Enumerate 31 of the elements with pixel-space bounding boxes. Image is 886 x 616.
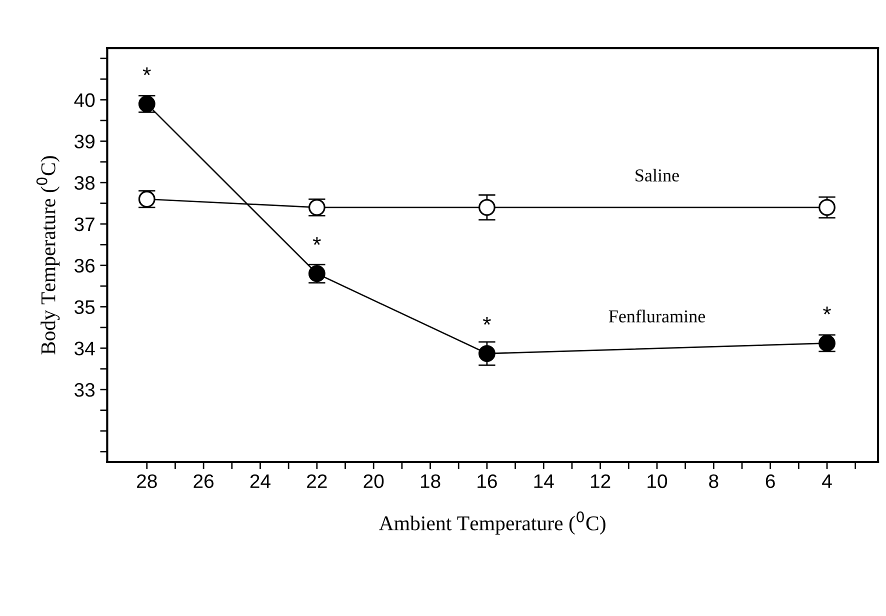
x-tick-label: 28: [137, 474, 157, 488]
y-tick-label: 37: [74, 217, 94, 232]
x-tick-label: 8: [709, 474, 718, 488]
point: [478, 198, 496, 216]
x-tick-label: 12: [590, 474, 610, 488]
y-tick-label: 39: [74, 134, 94, 148]
x-tick-label: 22: [307, 474, 327, 488]
y-tick-label: 36: [74, 258, 95, 273]
x-tick-label: 18: [420, 474, 440, 488]
annotation: *: [823, 306, 831, 314]
y-tick-label: 38: [74, 176, 95, 190]
y-axis-title: Body Temperature ($^{0}$C): [36, 156, 60, 354]
x-tick-label: 24: [250, 474, 270, 488]
annotation: *: [142, 67, 151, 76]
y-tick-label: 40: [74, 93, 95, 108]
x-tick-label: 6: [766, 474, 775, 488]
series-label: Saline: [636, 168, 679, 182]
point: [478, 345, 496, 362]
x-tick-label: 4: [822, 474, 832, 488]
x-tick-label: 10: [648, 474, 668, 488]
x-axis-title: Ambient Temperature ($^{0}$C): [378, 511, 606, 535]
annotation: *: [312, 237, 321, 245]
x-tick-label: 16: [478, 474, 497, 488]
x-tick-label: 20: [364, 474, 384, 488]
x-tick-label: 26: [194, 474, 214, 488]
y-tick-label: 34: [74, 342, 95, 356]
y-tick-label: 33: [74, 383, 95, 397]
x-tick-label: 14: [534, 474, 554, 488]
series-label: Fenfluramine: [608, 310, 705, 322]
y-tick-label: 35: [74, 300, 95, 314]
annotation: *: [482, 316, 491, 325]
